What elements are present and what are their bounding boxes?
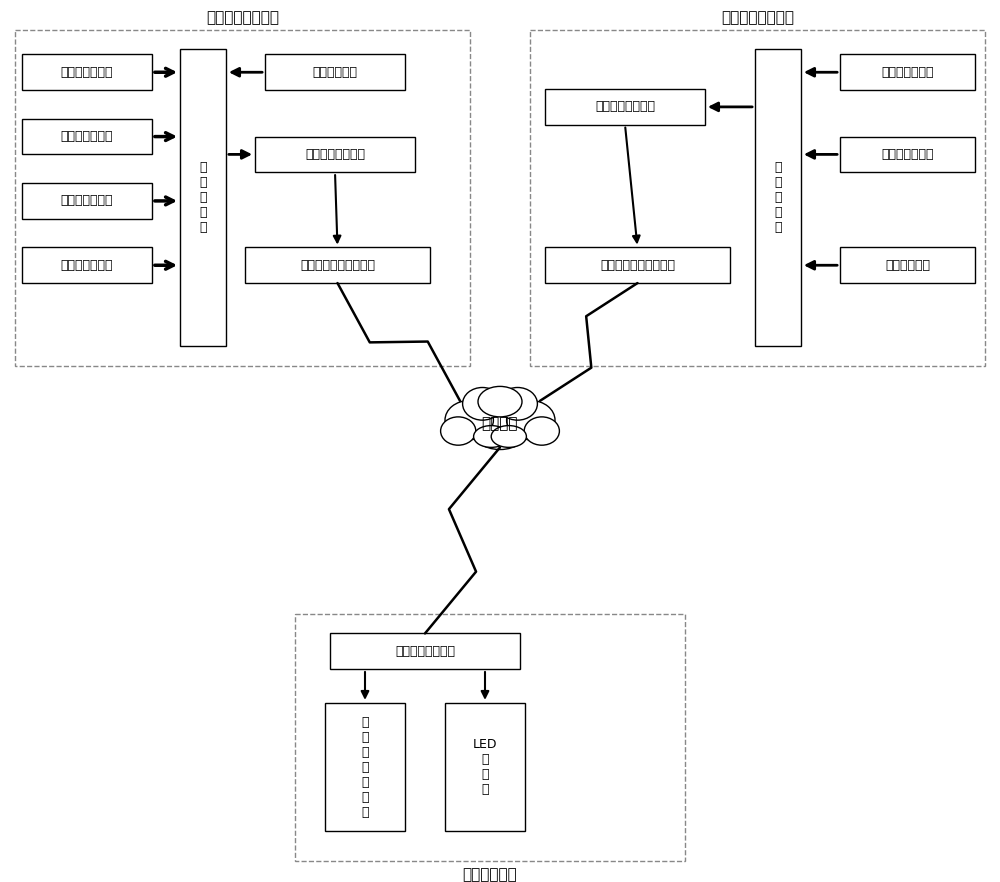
Bar — [755, 49, 801, 347]
Text: 上
位
机
显
示
界
面: 上 位 机 显 示 界 面 — [361, 715, 369, 818]
Text: 第二发球计数单元: 第二发球计数单元 — [721, 11, 794, 26]
Ellipse shape — [491, 426, 526, 447]
Text: 第
二
单
片
机: 第 二 单 片 机 — [774, 161, 782, 235]
Text: 进球计数单元: 进球计数单元 — [463, 867, 517, 882]
Ellipse shape — [524, 417, 559, 445]
Ellipse shape — [478, 386, 522, 417]
Text: 第一电源模块: 第一电源模块 — [312, 66, 358, 78]
Ellipse shape — [441, 417, 476, 445]
Text: LED
显
示
屏: LED 显 示 屏 — [473, 738, 497, 796]
Ellipse shape — [445, 400, 493, 440]
Text: 第五红外传感器: 第五红外传感器 — [881, 66, 934, 78]
Text: 第一发球计数单元: 第一发球计数单元 — [206, 11, 279, 26]
Bar — [265, 55, 405, 90]
Bar — [22, 183, 152, 219]
Bar — [840, 137, 975, 172]
Text: 无线通信: 无线通信 — [482, 416, 518, 431]
Text: 第三红外传感器: 第三红外传感器 — [61, 194, 113, 207]
Text: 无线通信接收装置: 无线通信接收装置 — [395, 645, 455, 658]
Bar — [15, 30, 470, 366]
Ellipse shape — [498, 387, 537, 420]
Text: 第一无线通信发送装置: 第一无线通信发送装置 — [300, 258, 375, 272]
Ellipse shape — [463, 387, 502, 420]
Bar — [840, 248, 975, 283]
Bar — [22, 119, 152, 154]
Bar — [530, 30, 985, 366]
Bar — [245, 248, 430, 283]
Bar — [255, 137, 415, 172]
Bar — [840, 55, 975, 90]
Bar — [445, 703, 525, 832]
Text: 第一红外传感器: 第一红外传感器 — [61, 66, 113, 78]
Bar — [325, 703, 405, 832]
Bar — [22, 248, 152, 283]
Bar — [180, 49, 226, 347]
Text: 第二无线通信发送装置: 第二无线通信发送装置 — [600, 258, 675, 272]
Bar — [545, 89, 705, 124]
Text: 第二串口通信模块: 第二串口通信模块 — [595, 101, 655, 114]
Text: 第
一
单
片
机: 第 一 单 片 机 — [199, 161, 207, 235]
Bar — [22, 55, 152, 90]
Text: 第六红外传感器: 第六红外传感器 — [881, 148, 934, 161]
Text: 第一串口通信模块: 第一串口通信模块 — [305, 148, 365, 161]
Text: 第二红外传感器: 第二红外传感器 — [61, 130, 113, 143]
Text: 第四红外传感器: 第四红外传感器 — [61, 258, 113, 272]
Ellipse shape — [507, 400, 555, 440]
Bar — [330, 633, 520, 669]
Bar — [295, 614, 685, 861]
Bar — [545, 248, 730, 283]
Text: 第二电源模块: 第二电源模块 — [885, 258, 930, 272]
Ellipse shape — [474, 426, 509, 447]
Ellipse shape — [469, 401, 531, 450]
